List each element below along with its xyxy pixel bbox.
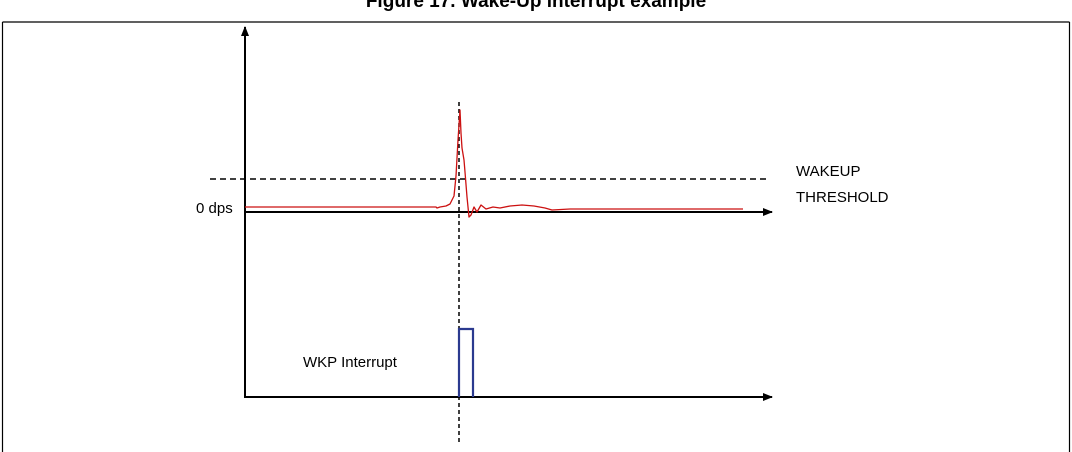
frame-border [1,21,1071,452]
zero-level-label: 0 dps [196,200,233,217]
wakeup-threshold-label-line2: THRESHOLD [796,189,889,206]
signal-trace [245,109,743,218]
figure-title: Figure 17. Wake-Up interrupt example [365,0,707,12]
wakeup-threshold-label-line1: WAKEUP [796,163,860,180]
interrupt-pulse [457,327,475,397]
interrupt-label: WKP Interrupt [303,354,398,371]
